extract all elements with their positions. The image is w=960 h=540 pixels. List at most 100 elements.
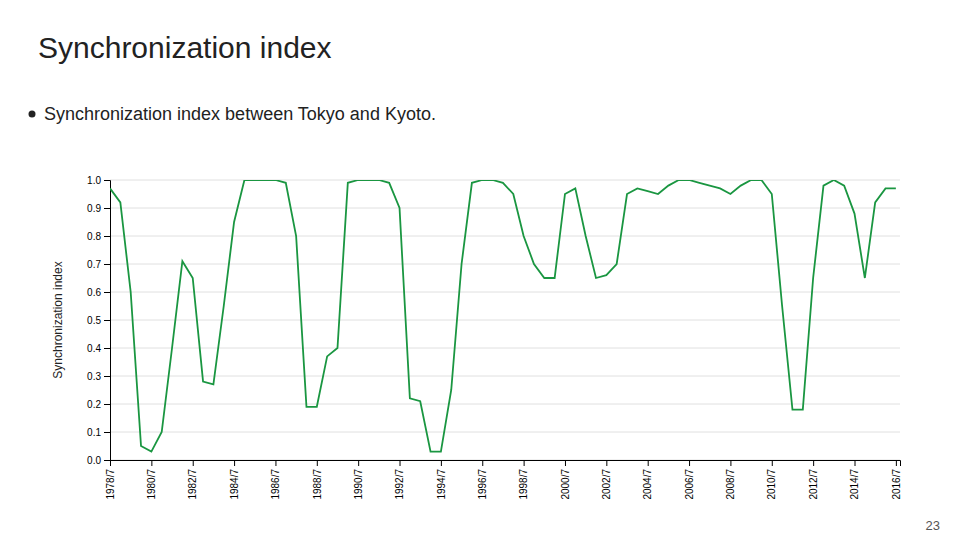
x-tick-mark	[896, 460, 897, 466]
y-tick-label: 0.7	[87, 259, 101, 270]
x-tick-mark	[441, 460, 442, 466]
x-tick-mark	[358, 460, 359, 466]
y-tick: 0.0	[87, 455, 110, 466]
y-tick-label: 0.5	[87, 315, 101, 326]
y-tick-label: 1.0	[87, 175, 101, 186]
x-tick: 1994/7	[436, 460, 447, 500]
plot: 1978/7 1980/7 1982/7 1984/7 1986/7 1988/7 1990…	[51, 175, 902, 500]
x-tick-label: 1998/7	[518, 469, 529, 500]
y-axis-line	[104, 181, 111, 461]
x-tick: 2002/7	[601, 460, 612, 500]
y-tick-mark	[104, 376, 110, 377]
y-tick: 0.9	[87, 203, 110, 214]
x-tick-label: 1986/7	[270, 469, 281, 500]
y-tick: 0.2	[87, 399, 110, 410]
x-tick-label: 2010/7	[766, 469, 777, 500]
y-tick-label: 0.0	[87, 455, 101, 466]
x-tick: 2014/7	[849, 460, 860, 500]
grid-line	[110, 320, 900, 321]
x-tick: 1998/7	[518, 460, 529, 500]
y-axis: 0.0 0.1 0.2 0.3 0.4 0.5 0.6 0.7 0.8 0.9 1.0	[87, 175, 110, 466]
x-tick: 1984/7	[229, 460, 240, 500]
x-axis-line	[111, 461, 901, 467]
y-tick: 0.5	[87, 315, 110, 326]
y-tick-mark	[104, 320, 110, 321]
x-tick-mark	[606, 460, 607, 466]
x-tick: 1992/7	[394, 460, 405, 500]
x-tick-mark	[482, 460, 483, 466]
x-tick: 1988/7	[312, 460, 323, 500]
x-tick-label: 1994/7	[436, 469, 447, 500]
y-tick-label: 0.9	[87, 203, 101, 214]
x-tick-label: 2012/7	[808, 469, 819, 500]
y-tick-mark	[104, 460, 110, 461]
x-tick-mark	[772, 460, 773, 466]
x-tick: 1996/7	[477, 460, 488, 500]
x-tick-mark	[855, 460, 856, 466]
x-tick-mark	[689, 460, 690, 466]
x-tick: 1990/7	[353, 460, 364, 500]
x-tick: 2008/7	[725, 460, 736, 500]
x-tick: 2000/7	[560, 460, 571, 500]
y-tick-label: 0.3	[87, 371, 101, 382]
grid-line	[110, 348, 900, 349]
grid-line	[110, 208, 900, 209]
y-tick-mark	[104, 404, 110, 405]
x-tick-label: 2016/7	[891, 469, 902, 500]
grid-line	[110, 376, 900, 377]
x-tick-mark	[730, 460, 731, 466]
y-tick: 0.8	[87, 231, 110, 242]
x-tick: 1978/7	[105, 460, 116, 500]
subtitle: Synchronization index between Tokyo and …	[44, 104, 436, 124]
x-tick-mark	[813, 460, 814, 466]
bullet	[29, 111, 36, 118]
y-tick-mark	[104, 236, 110, 237]
x-tick: 2006/7	[684, 460, 695, 500]
x-tick: 1980/7	[146, 460, 157, 500]
line	[110, 180, 896, 452]
x-tick: 2012/7	[808, 460, 819, 500]
x-tick-label: 1982/7	[187, 469, 198, 500]
x-tick-label: 1996/7	[477, 469, 488, 500]
x-tick-mark	[524, 460, 525, 466]
title: Synchronization index	[38, 31, 332, 64]
x-tick-label: 1990/7	[353, 469, 364, 500]
x-tick-label: 1984/7	[229, 469, 240, 500]
y-tick: 0.7	[87, 259, 110, 270]
x-tick-mark	[565, 460, 566, 466]
y-tick-mark	[104, 348, 110, 349]
x-tick-label: 1992/7	[394, 469, 405, 500]
x-tick: 2016/7	[891, 460, 902, 500]
x-tick: 1986/7	[270, 460, 281, 500]
y-tick-label: 0.4	[87, 343, 101, 354]
y-tick-mark	[104, 292, 110, 293]
y-axis-title: Synchronization index	[51, 261, 65, 378]
x-tick-mark	[234, 460, 235, 466]
y-tick-label: 0.2	[87, 399, 101, 410]
x-tick: 1982/7	[187, 460, 198, 500]
y-tick-mark	[104, 208, 110, 209]
grid-line	[110, 404, 900, 405]
y-tick-label: 0.1	[87, 427, 101, 438]
x-tick-label: 2002/7	[601, 469, 612, 500]
y-grid	[110, 180, 900, 460]
x-tick-mark	[648, 460, 649, 466]
x-tick: 2010/7	[766, 460, 777, 500]
y-tick: 0.6	[87, 287, 110, 298]
x-tick-mark	[193, 460, 194, 466]
y-tick: 0.3	[87, 371, 110, 382]
page-number: 23	[926, 518, 940, 533]
y-tick: 0.1	[87, 427, 110, 438]
x-tick-label: 1978/7	[105, 469, 116, 500]
x-tick-mark	[400, 460, 401, 466]
x-tick-label: 1980/7	[146, 469, 157, 500]
chart: Synchronization index Synchronization ind…	[0, 0, 960, 540]
x-tick-label: 2008/7	[725, 469, 736, 500]
grid-line	[110, 236, 900, 237]
x-tick-mark	[275, 460, 276, 466]
x-tick-mark	[151, 460, 152, 466]
y-tick: 1.0	[87, 175, 110, 186]
x-tick-label: 1988/7	[312, 469, 323, 500]
marks	[110, 180, 896, 452]
grid-line	[110, 180, 900, 181]
